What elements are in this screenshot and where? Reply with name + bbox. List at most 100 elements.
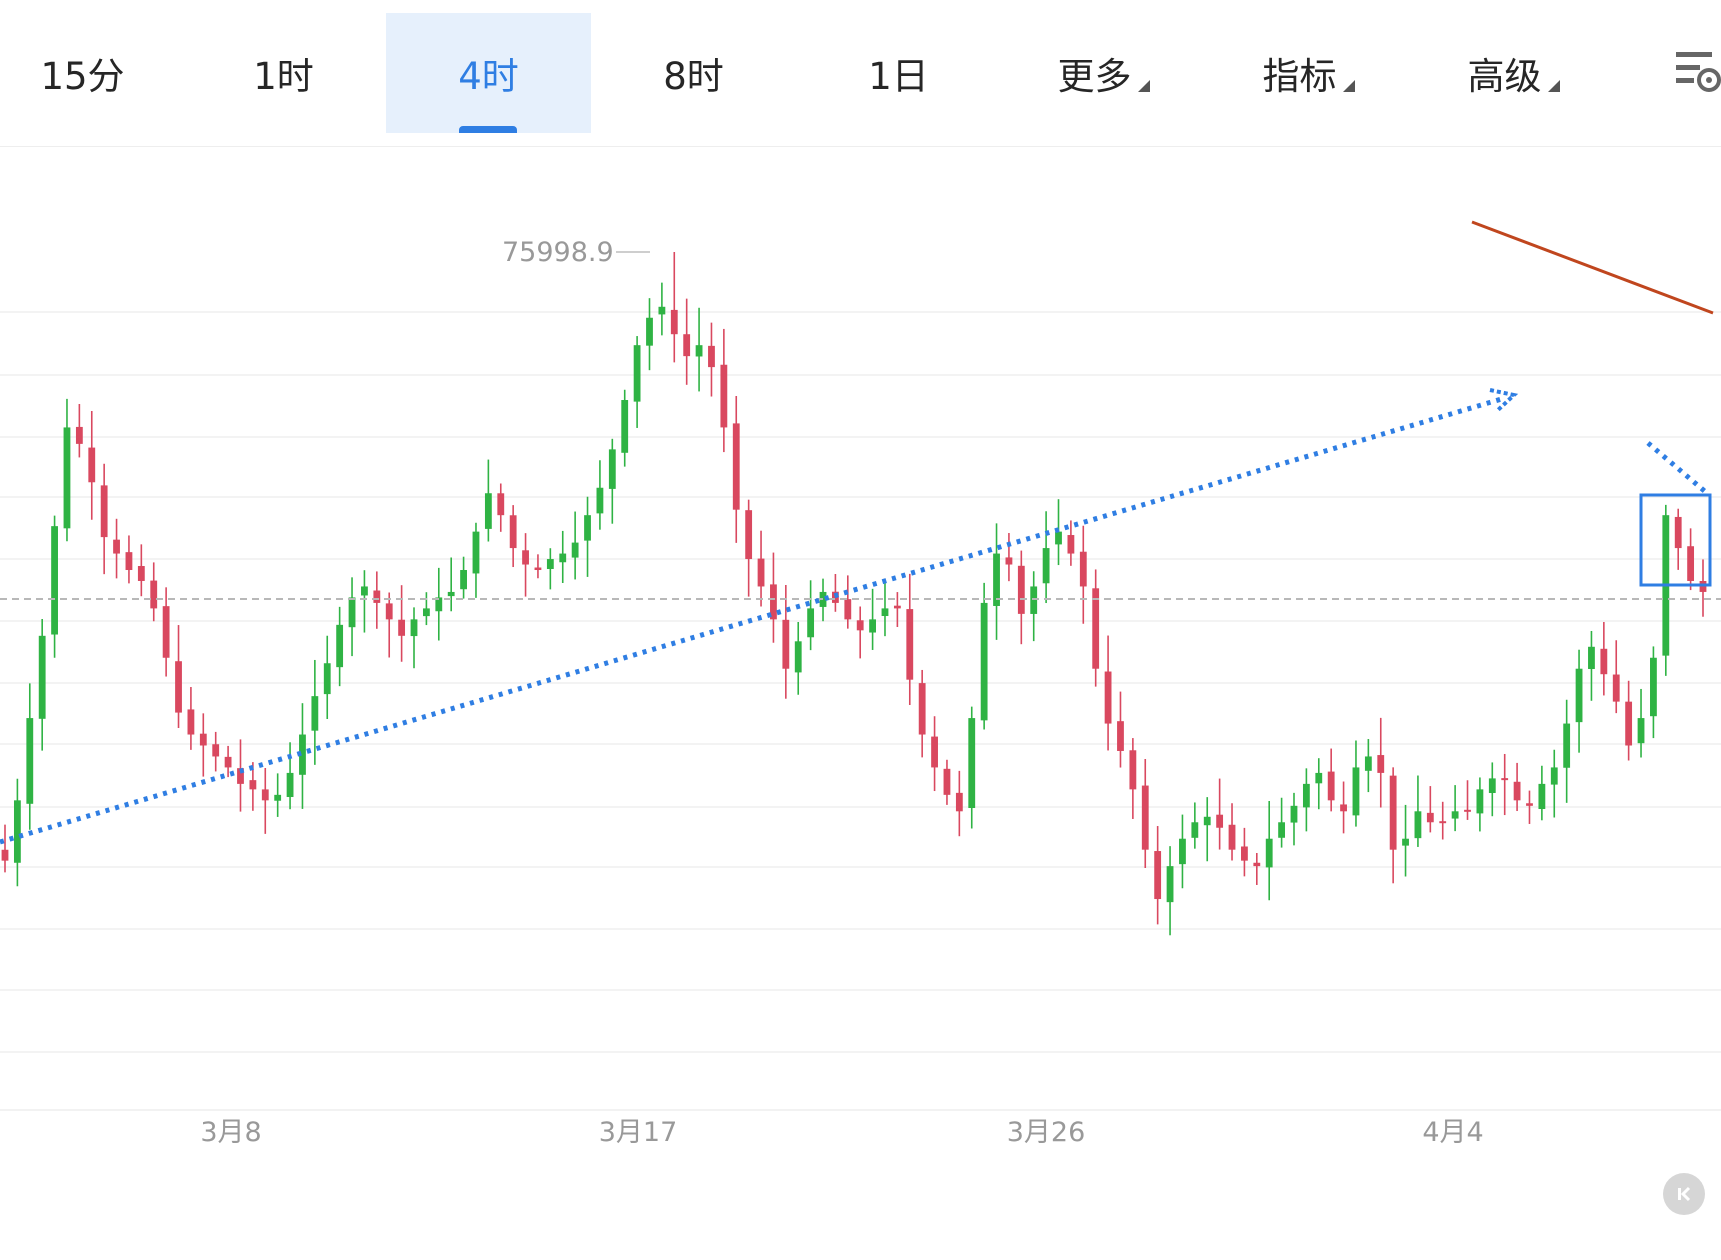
candle-body [1377, 755, 1385, 773]
candle-body [274, 794, 282, 801]
candle-body [336, 624, 344, 668]
candle-body [1278, 822, 1286, 838]
candle-body [1364, 756, 1372, 771]
tab-advanced[interactable]: 高级 [1411, 13, 1616, 133]
candle-body [150, 580, 158, 609]
candle-body [1005, 557, 1013, 565]
candle-body [844, 599, 852, 620]
candle-body [1464, 809, 1471, 812]
tab-1h[interactable]: 1时 [181, 13, 386, 133]
candle-body [1290, 805, 1298, 823]
candle-body [224, 756, 232, 768]
scroll-to-latest-icon[interactable] [1663, 1173, 1705, 1215]
candlestick-chart[interactable]: 75998.9 3月8 3月17 3月26 4月4 [0, 147, 1721, 1260]
candle-body [1, 849, 9, 861]
candle-body [621, 400, 629, 453]
blue-dotted-short-line [1646, 441, 1710, 496]
candle-body [1612, 674, 1620, 702]
candle-body [261, 789, 269, 801]
candle-body [422, 608, 430, 617]
tab-4h[interactable]: 4时 [386, 13, 591, 133]
candle-body [484, 493, 492, 529]
chart-grid [0, 311, 1721, 1053]
candle-body [13, 800, 21, 863]
candle-body [596, 487, 604, 514]
candle-body [819, 591, 827, 607]
candle-body [1203, 816, 1211, 826]
candle-body [1129, 750, 1137, 790]
dropdown-caret-icon [1342, 80, 1355, 92]
candle-body [410, 619, 418, 637]
tab-label: 1日 [868, 55, 929, 98]
candle-body [1166, 866, 1174, 903]
candle-body [286, 772, 294, 798]
candle-body [770, 584, 777, 620]
candle-body [1513, 781, 1521, 801]
candle-body [782, 619, 790, 669]
chart-settings-icon[interactable] [1664, 42, 1721, 98]
candle-body [137, 566, 145, 581]
blue-dotted-trend-line [0, 395, 1506, 845]
tab-more[interactable]: 更多 [1001, 13, 1206, 133]
tab-label: 更多 [1057, 55, 1132, 98]
candle-body [100, 485, 108, 538]
candle-body [509, 515, 517, 549]
candle-body [658, 306, 666, 315]
candle-body [460, 570, 467, 590]
candle-body [1563, 723, 1571, 768]
candle-body [1141, 785, 1149, 850]
tab-label: 1时 [253, 55, 314, 98]
candle-body [608, 449, 616, 489]
annotations-layer: 75998.9 [0, 220, 1721, 845]
candle-body [546, 559, 554, 569]
tab-8h[interactable]: 8时 [591, 13, 796, 133]
candle-body [447, 591, 455, 597]
tab-15m[interactable]: 15分 [0, 13, 185, 133]
candle-body [918, 683, 926, 735]
candle-body [348, 597, 356, 628]
candle-body [1488, 778, 1496, 794]
candle-body [720, 364, 728, 428]
candle-body [1067, 535, 1075, 554]
candle-body [1340, 804, 1347, 812]
candle-body [125, 552, 133, 571]
candle-body [1302, 783, 1310, 808]
candle-body [1674, 516, 1682, 549]
candle-body [1042, 548, 1050, 584]
arrow-head-icon [1489, 388, 1519, 412]
highlight-box [1639, 493, 1712, 587]
candle-body [522, 550, 529, 565]
candle-body [237, 768, 244, 784]
candle-body [745, 510, 753, 560]
candle-body [162, 606, 170, 658]
tab-indicators[interactable]: 指标 [1206, 13, 1411, 133]
candle-body [1154, 851, 1162, 900]
candle-body [683, 334, 691, 357]
candle-body [1414, 811, 1422, 839]
candle-body [472, 531, 480, 574]
candle-body [584, 515, 591, 541]
active-tab-indicator [459, 126, 517, 133]
candle-body [571, 542, 579, 558]
candle-body [38, 635, 46, 719]
candle-body [980, 602, 988, 721]
candle-body [993, 553, 1000, 606]
candle-body [1439, 821, 1447, 824]
candle-body [1055, 531, 1062, 545]
candle-body [1476, 789, 1484, 814]
candle-body [113, 539, 120, 554]
candle-body [1191, 822, 1199, 838]
candle-body [51, 526, 58, 635]
candle-body [943, 768, 951, 795]
candle-body [497, 493, 505, 516]
candle-body [1017, 565, 1025, 614]
candle-body [187, 709, 195, 735]
x-tick-label: 3月17 [599, 1117, 678, 1148]
candle-body [212, 744, 220, 757]
candle-body [249, 780, 257, 790]
tab-1d[interactable]: 1日 [796, 13, 1001, 133]
candle-body [26, 718, 34, 804]
candle-body [398, 619, 406, 636]
candle-body [1079, 551, 1087, 587]
candle-body [1600, 648, 1608, 675]
